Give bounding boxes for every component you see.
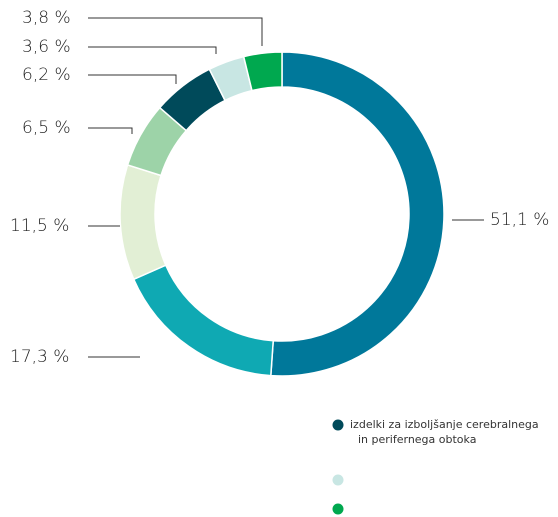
legend-marker <box>332 503 344 515</box>
leader-line <box>88 46 217 54</box>
legend-label: izdelki za izboljšanje cerebralnega in pe… <box>350 418 539 446</box>
value-label: 11,5 % <box>10 216 69 236</box>
donut-slice <box>242 51 283 92</box>
donut-slice <box>119 163 167 281</box>
legend-marker <box>332 419 344 431</box>
value-label: 17,3 % <box>10 347 69 367</box>
leader-line <box>88 74 177 84</box>
value-label: 51,1 % <box>490 210 549 230</box>
value-label: 6,5 % <box>22 118 71 138</box>
value-label: 3,8 % <box>22 8 71 28</box>
donut-slice <box>132 264 275 377</box>
donut-slice <box>270 51 445 377</box>
leader-line <box>88 127 133 134</box>
legend-marker <box>332 474 344 486</box>
value-label: 6,2 % <box>22 65 71 85</box>
value-label: 3,6 % <box>22 37 71 57</box>
leader-line <box>88 17 263 46</box>
